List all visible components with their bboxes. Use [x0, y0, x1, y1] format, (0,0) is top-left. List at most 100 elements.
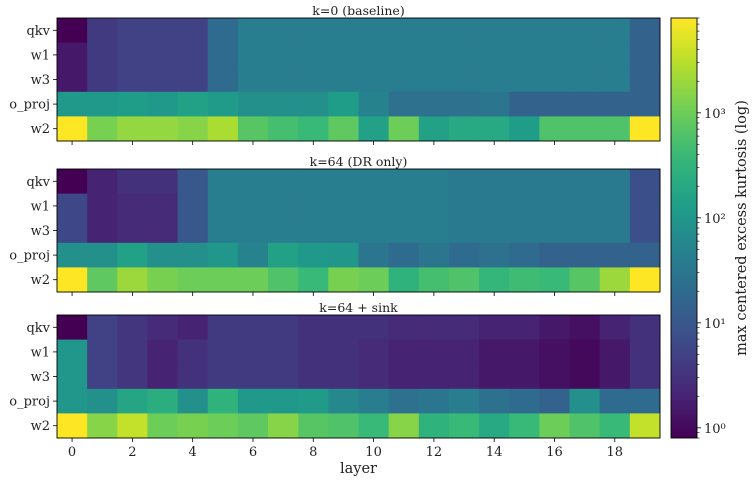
- heatmap-cell: [479, 388, 510, 414]
- heatmap-cell: [117, 218, 148, 244]
- heatmap-cell: [479, 91, 510, 117]
- heatmap-cell: [87, 193, 118, 219]
- heatmap-cell: [629, 91, 661, 117]
- row-label: w2: [31, 122, 50, 137]
- heatmap-cell: [479, 169, 510, 194]
- heatmap-cell: [117, 267, 148, 293]
- heatmap-cell: [268, 18, 299, 43]
- row-label: w3: [31, 224, 50, 239]
- heatmap-cell: [509, 388, 540, 414]
- heatmap-cell: [207, 42, 239, 68]
- heatmap-cell: [569, 413, 601, 439]
- heatmap-cell: [569, 193, 601, 219]
- heatmap-cell: [147, 169, 178, 194]
- heatmap-cell: [448, 169, 480, 194]
- colorbar-tick-label: 10⁰: [704, 422, 726, 437]
- heatmap-cell: [117, 116, 148, 142]
- heatmap-cell: [177, 315, 209, 340]
- heatmap-cell: [629, 242, 661, 268]
- heatmap-cell: [57, 116, 88, 142]
- heatmap-cell: [57, 242, 88, 268]
- panel-title: k=0 (baseline): [312, 3, 404, 18]
- heatmap-cell: [599, 42, 631, 68]
- heatmap-cell: [388, 42, 420, 68]
- heatmap-cell: [57, 388, 88, 414]
- heatmap-cell: [268, 91, 299, 117]
- x-tick-label: 12: [426, 445, 443, 460]
- heatmap-cell: [298, 193, 329, 219]
- heatmap-cell: [117, 413, 148, 439]
- heatmap-cell: [207, 67, 239, 93]
- heatmap-cell: [328, 413, 359, 439]
- heatmap-cell: [388, 169, 420, 194]
- heatmap-cell: [448, 116, 480, 142]
- heatmap-cell: [117, 67, 148, 93]
- heatmap-cell: [599, 116, 631, 142]
- row-label: o_proj: [9, 249, 50, 264]
- heatmap-cell: [177, 413, 209, 439]
- x-tick-label: 2: [128, 445, 136, 460]
- heatmap-cell: [117, 193, 148, 219]
- heatmap-cell: [177, 242, 209, 268]
- heatmap-cell: [448, 242, 480, 268]
- heatmap-cell: [237, 42, 269, 68]
- heatmap-cell: [358, 193, 390, 219]
- heatmap-cell: [599, 169, 631, 194]
- heatmap-cell: [479, 42, 510, 68]
- heatmap-cell: [599, 193, 631, 219]
- row-label: w1: [31, 345, 50, 360]
- heatmap-cell: [629, 193, 661, 219]
- heatmap-cell: [388, 193, 420, 219]
- heatmap-cell: [298, 169, 329, 194]
- heatmap-cell: [177, 42, 209, 68]
- heatmap-cell: [388, 91, 420, 117]
- heatmap-cell: [57, 91, 88, 117]
- heatmap-cell: [177, 67, 209, 93]
- row-label: qkv: [26, 24, 50, 39]
- heatmap-cell: [328, 315, 359, 340]
- heatmap-cell: [629, 67, 661, 93]
- heatmap-cell: [418, 218, 450, 244]
- heatmap-cell: [147, 91, 178, 117]
- heatmap-cell: [509, 218, 540, 244]
- heatmap-cell: [57, 18, 88, 43]
- heatmap-cell: [358, 388, 390, 414]
- heatmap-cell: [539, 315, 570, 340]
- heatmap-cell: [539, 267, 570, 293]
- heatmap-cell: [87, 169, 118, 194]
- heatmap-cell: [539, 18, 570, 43]
- heatmap-cell: [117, 42, 148, 68]
- heatmap-cell: [479, 67, 510, 93]
- heatmap-cell: [207, 413, 239, 439]
- heatmap-cell: [177, 218, 209, 244]
- heatmap-cell: [629, 388, 661, 414]
- heatmap-cell: [388, 388, 420, 414]
- heatmap-cell: [147, 242, 178, 268]
- heatmap-cell: [418, 388, 450, 414]
- heatmap-cell: [57, 315, 88, 340]
- heatmap-cell: [509, 18, 540, 43]
- heatmap-cell: [509, 267, 540, 293]
- heatmap-cell: [509, 315, 540, 340]
- heatmap-cell: [207, 169, 239, 194]
- heatmap-cell: [207, 364, 239, 390]
- heatmap-cell: [418, 116, 450, 142]
- heatmap-cell: [448, 388, 480, 414]
- heatmap-cell: [207, 193, 239, 219]
- heatmap-cell: [569, 169, 601, 194]
- heatmap-cell: [117, 18, 148, 43]
- heatmap-cell: [629, 315, 661, 340]
- heatmap-cell: [358, 18, 390, 43]
- heatmap-cell: [509, 193, 540, 219]
- heatmap-cell: [87, 91, 118, 117]
- heatmap-cell: [57, 339, 88, 365]
- heatmap-cell: [328, 169, 359, 194]
- heatmap-cell: [388, 67, 420, 93]
- heatmap-cell: [629, 267, 661, 293]
- heatmap-cell: [569, 388, 601, 414]
- heatmap-cell: [117, 364, 148, 390]
- heatmap-cell: [268, 242, 299, 268]
- heatmap-cell: [599, 315, 631, 340]
- heatmap-cell: [87, 18, 118, 43]
- heatmap-cell: [358, 315, 390, 340]
